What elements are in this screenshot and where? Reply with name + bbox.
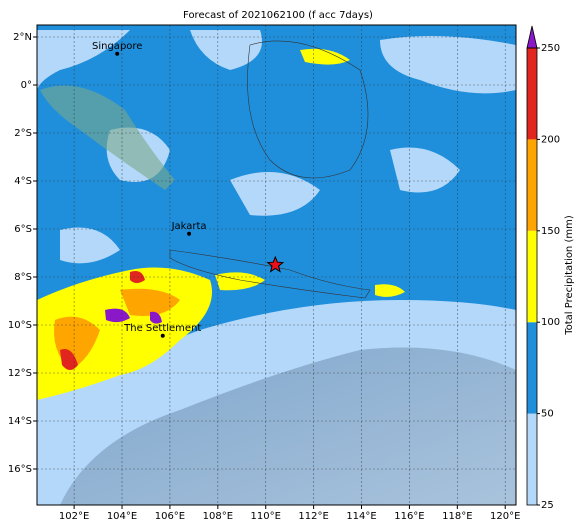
lon-tick-label: 120°E bbox=[490, 511, 520, 522]
lon-tick-label: 104°E bbox=[107, 511, 137, 522]
colorbar-frame bbox=[526, 47, 538, 506]
colorbar-segment bbox=[527, 230, 537, 323]
lat-tick-label: 2°N bbox=[13, 32, 32, 43]
city-label: The Settlement bbox=[123, 323, 201, 334]
map-title: Forecast of 2021062100 (f acc 7days) bbox=[183, 10, 373, 21]
lat-tick-label: 8°S bbox=[14, 272, 32, 283]
lat-tick-label: 10°S bbox=[8, 320, 32, 331]
colorbar-extend bbox=[526, 25, 538, 49]
city-marker bbox=[187, 231, 192, 236]
colorbar-label: Total Precipitation (mm) bbox=[564, 215, 575, 336]
lat-tick-label: 0° bbox=[21, 80, 32, 91]
lat-tick-label: 4°S bbox=[14, 176, 32, 187]
lat-tick-label: 14°S bbox=[8, 416, 32, 427]
lon-tick-label: 110°E bbox=[251, 511, 281, 522]
lat-tick-label: 2°S bbox=[14, 128, 32, 139]
colorbar-segment bbox=[527, 139, 537, 231]
lat-tick-label: 6°S bbox=[14, 224, 32, 235]
precip-field bbox=[37, 25, 516, 505]
lon-tick-label: 102°E bbox=[59, 511, 89, 522]
colorbar-tick-label: 50 bbox=[541, 409, 554, 420]
lon-tick-label: 108°E bbox=[203, 511, 233, 522]
lon-tick-label: 116°E bbox=[394, 511, 424, 522]
city-label: Jakarta bbox=[171, 221, 207, 232]
colorbar-segment bbox=[527, 413, 537, 505]
colorbar-tick-label: 250 bbox=[541, 43, 560, 54]
lon-tick-label: 112°E bbox=[298, 511, 328, 522]
lon-tick-label: 106°E bbox=[155, 511, 185, 522]
event-star bbox=[266, 255, 285, 273]
lon-tick-label: 114°E bbox=[346, 511, 376, 522]
colorbar-segment bbox=[527, 48, 537, 140]
lat-tick-label: 16°S bbox=[8, 464, 32, 475]
city-marker bbox=[115, 51, 120, 56]
map-frame bbox=[36, 24, 517, 506]
colorbar-segment bbox=[527, 322, 537, 414]
colorbar-tick-label: 150 bbox=[541, 226, 560, 237]
lon-tick-label: 118°E bbox=[442, 511, 472, 522]
lat-tick-label: 12°S bbox=[8, 368, 32, 379]
colorbar-tick-label: 25 bbox=[541, 500, 554, 511]
city-marker bbox=[160, 333, 165, 338]
colorbar-tick-label: 100 bbox=[541, 317, 560, 328]
colorbar-tick-label: 200 bbox=[541, 134, 560, 145]
city-label: Singapore bbox=[92, 41, 142, 52]
